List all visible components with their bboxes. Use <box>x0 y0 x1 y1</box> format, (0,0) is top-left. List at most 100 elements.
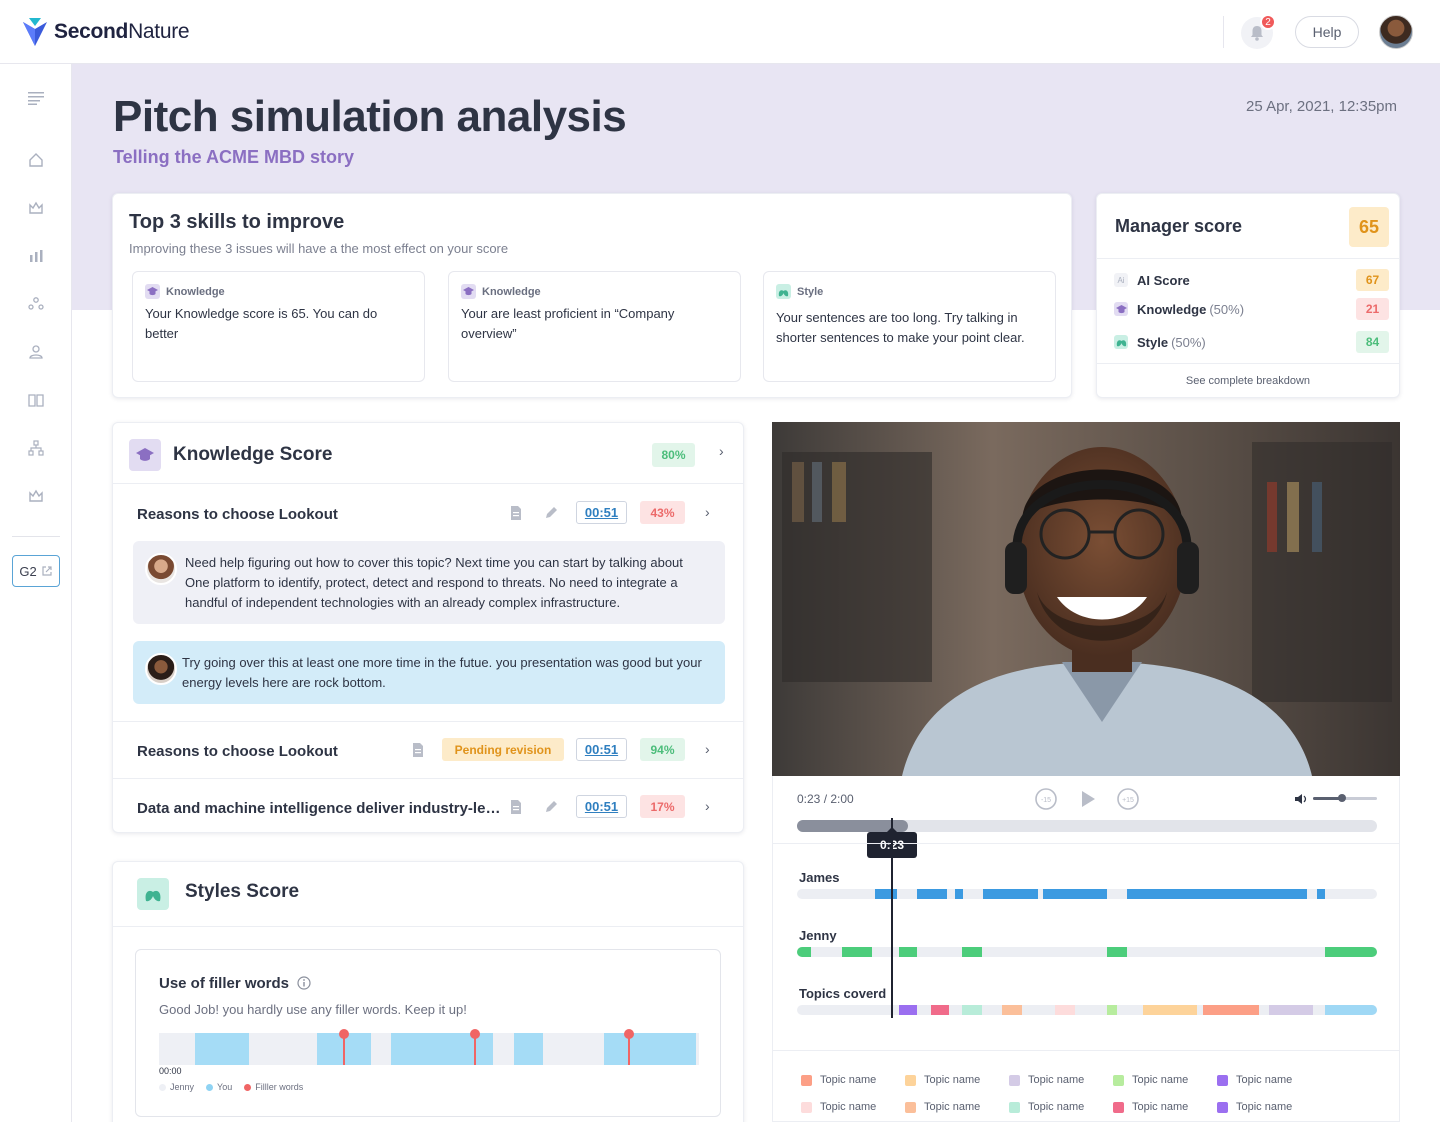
volume-fill <box>1313 797 1342 800</box>
topic-title[interactable]: Reasons to choose Lookout <box>137 506 338 523</box>
document-icon[interactable] <box>508 505 524 521</box>
rewind-15-icon[interactable]: -15 <box>1033 786 1059 812</box>
crown-icon[interactable] <box>26 486 46 506</box>
style-lungs-icon <box>137 878 169 910</box>
volume-icon[interactable] <box>1293 791 1309 807</box>
filler-words-timeline <box>159 1029 699 1065</box>
volume-knob[interactable] <box>1337 794 1346 802</box>
top-skills-description: Improving these 3 issues will have a the… <box>129 241 509 256</box>
divider <box>113 721 743 722</box>
forward-15-icon[interactable]: +15 <box>1115 786 1141 812</box>
chevron-right-icon[interactable]: › <box>705 798 710 814</box>
divider <box>1097 363 1399 364</box>
page-subtitle: Telling the ACME MBD story <box>113 147 355 167</box>
filler-word-marker[interactable] <box>470 1029 480 1065</box>
legend-filler-words: Filller words <box>244 1082 303 1092</box>
topic-score-badge: 43% <box>640 501 685 524</box>
g2-label: G2 <box>19 563 37 579</box>
user-avatar[interactable] <box>1379 15 1413 49</box>
filler-words-title: Use of filler words <box>159 975 311 992</box>
score-row-knowledge: Knowledge (50%) 21 <box>1114 297 1389 321</box>
sidebar-divider <box>12 536 60 537</box>
info-icon[interactable] <box>297 976 311 990</box>
legend-item: Topic name <box>801 1074 876 1086</box>
pencil-icon[interactable] <box>543 799 559 815</box>
filler-word-marker[interactable] <box>624 1029 634 1065</box>
crown-icon[interactable] <box>26 198 46 218</box>
skill-card[interactable]: Style Your sentences are too long. Try t… <box>763 271 1056 382</box>
brand-logo[interactable]: SecondNature <box>22 17 190 47</box>
filler-word-marker[interactable] <box>339 1029 349 1065</box>
legend-item: Topic name <box>1009 1074 1084 1086</box>
graduation-cap-icon <box>129 439 161 471</box>
style-lungs-icon <box>1114 335 1128 349</box>
legend-item: Topic name <box>1009 1101 1084 1113</box>
skill-tag: Knowledge <box>145 284 225 299</box>
legend-jenny: Jenny <box>159 1082 194 1092</box>
help-button[interactable]: Help <box>1295 16 1359 48</box>
top-bar: SecondNature 2 Help <box>0 0 1440 64</box>
skill-card[interactable]: Knowledge Your Knowledge score is 65. Yo… <box>132 271 425 382</box>
progress-bar[interactable] <box>797 820 1377 832</box>
volume-slider[interactable] <box>1313 794 1377 802</box>
video-player[interactable] <box>772 422 1400 776</box>
timestamp-link[interactable]: 00:51 <box>576 501 627 524</box>
play-icon[interactable] <box>1075 786 1101 812</box>
legend-you: You <box>206 1082 232 1092</box>
svg-text:-15: -15 <box>1041 797 1051 804</box>
topic-title[interactable]: Data and machine intelligence deliver in… <box>137 800 501 817</box>
graduation-cap-icon <box>1114 302 1128 316</box>
coach-comment: Need help figuring out how to cover this… <box>133 541 725 624</box>
knowledge-score-card: Knowledge Score 80% › Reasons to choose … <box>112 422 744 833</box>
user-group-icon[interactable] <box>26 342 46 362</box>
comment-text: Need help figuring out how to cover this… <box>185 555 683 610</box>
styles-score-card: Styles Score Use of filler words Good Jo… <box>112 861 744 1122</box>
topics-timeline[interactable] <box>797 1005 1377 1015</box>
chevron-right-icon[interactable]: › <box>705 741 710 757</box>
pending-revision-badge: Pending revision <box>442 738 564 761</box>
playhead-line[interactable] <box>891 818 893 1018</box>
document-icon[interactable] <box>508 799 524 815</box>
manager-comment: Try going over this at least one more ti… <box>133 641 725 704</box>
svg-text:+15: +15 <box>1122 797 1134 804</box>
timestamp-link[interactable]: 00:51 <box>576 795 627 818</box>
hierarchy-icon[interactable] <box>26 438 46 458</box>
g2-link-button[interactable]: G2 <box>12 555 60 587</box>
speaker-label: Jenny <box>799 928 837 943</box>
chevron-right-icon[interactable]: › <box>719 443 724 459</box>
knowledge-score-title: Knowledge Score <box>173 444 333 465</box>
legend-item: Topic name <box>1113 1074 1188 1086</box>
timestamp-link[interactable]: 00:51 <box>576 738 627 761</box>
bar-chart-icon[interactable] <box>26 246 46 266</box>
home-icon[interactable] <box>26 150 46 170</box>
external-link-icon <box>42 566 52 576</box>
divider <box>113 778 743 779</box>
speaker-label: James <box>799 870 840 885</box>
notification-count-badge: 2 <box>1260 14 1276 30</box>
video-frame-image <box>772 422 1400 776</box>
styles-score-title: Styles Score <box>185 881 300 902</box>
team-icon[interactable] <box>26 294 46 314</box>
knowledge-percent-badge: 80% <box>652 443 695 467</box>
document-icon[interactable] <box>410 742 426 758</box>
pencil-icon[interactable] <box>543 505 559 521</box>
skill-tag: Knowledge <box>461 284 541 299</box>
chevron-right-icon[interactable]: › <box>705 504 710 520</box>
speaker-timeline-james[interactable] <box>797 889 1377 899</box>
legend-item: Topic name <box>801 1101 876 1113</box>
manager-avatar <box>145 653 177 685</box>
topic-score-badge: 17% <box>640 795 685 818</box>
topic-title[interactable]: Reasons to choose Lookout <box>137 743 338 760</box>
book-icon[interactable] <box>26 390 46 410</box>
coach-avatar <box>145 553 177 585</box>
bell-icon <box>1251 26 1263 41</box>
filler-legend: Jenny You Filller words <box>159 1082 303 1092</box>
skill-card[interactable]: Knowledge Your are least proficient in “… <box>448 271 741 382</box>
notifications-button[interactable]: 2 <box>1241 14 1276 49</box>
playback-time: 0:23 / 2:00 <box>797 792 854 806</box>
see-breakdown-link[interactable]: See complete breakdown <box>1185 375 1311 387</box>
ai-icon: Ai <box>1114 273 1128 287</box>
menu-icon[interactable] <box>26 88 46 108</box>
speaker-timeline-jenny[interactable] <box>797 947 1377 957</box>
graduation-cap-icon <box>145 284 160 299</box>
